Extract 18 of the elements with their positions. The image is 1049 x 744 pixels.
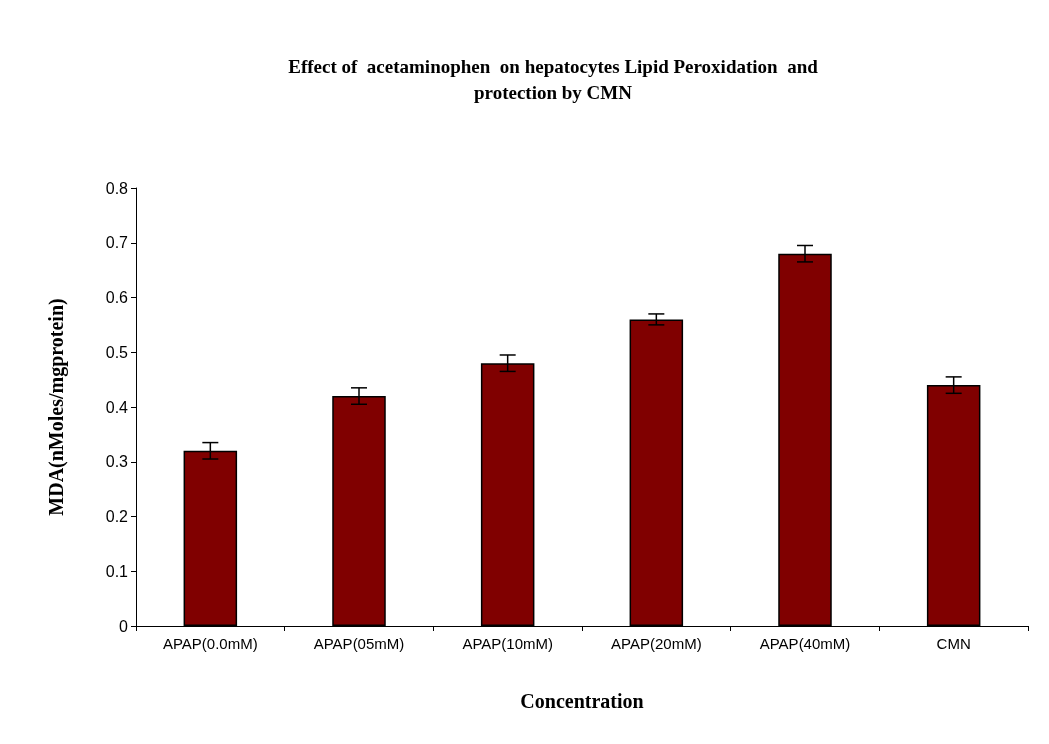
x-axis-title: Concentration [520,690,644,712]
y-axis-title: MDA(nMoles/mgprotein) [45,298,68,516]
x-tick-label: APAP(05mM) [313,635,405,652]
y-tick-label: 0.5 [105,343,129,361]
x-tick-label: CMN [936,635,971,652]
y-tick-label: 0.7 [105,234,129,252]
y-tick-label: 0 [119,617,129,635]
y-tick-label: 0.4 [105,398,129,416]
y-tick-label: 0.6 [105,289,129,306]
chart-title: Effect of acetaminophen on hepatocytes Lipid Peroxidation and protection by CMN [288,55,819,103]
y-tick-label: 0.2 [105,508,129,525]
x-tick-label: APAP(20mM) [611,635,702,652]
y-tick-label: 0.8 [105,179,129,197]
y-tick-label: 0.1 [105,562,129,580]
x-tick-label: APAP(40mM) [759,635,851,652]
y-tick-label: 0.3 [105,453,129,471]
x-tick-label: APAP(10mM) [462,635,553,652]
x-tick-label: APAP(0.0mM) [162,635,258,652]
